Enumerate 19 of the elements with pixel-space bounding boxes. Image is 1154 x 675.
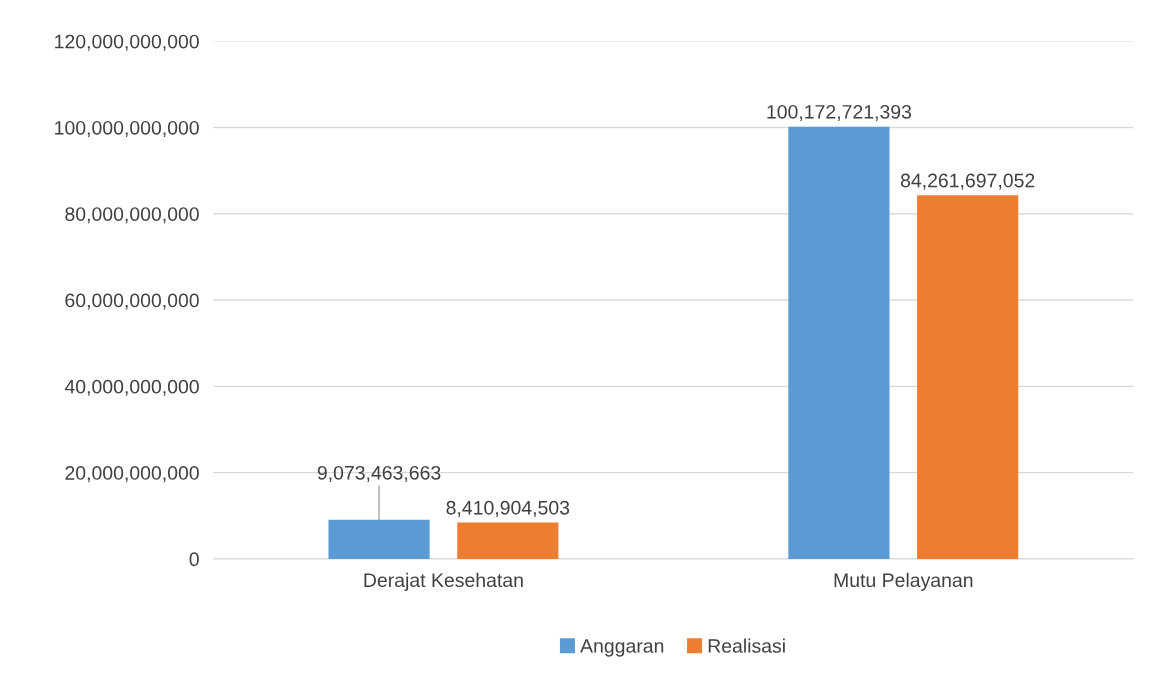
legend-label: Anggaran: [580, 639, 664, 657]
y-tick-label: 120,000,000,000: [55, 34, 199, 51]
y-tick-label: 20,000,000,000: [65, 466, 199, 483]
x-tick-label: Derajat Kesehatan: [364, 572, 523, 591]
bar: [457, 522, 559, 559]
data-label: 100,172,721,393: [767, 104, 912, 122]
data-label: 9,073,463,663: [317, 465, 441, 482]
bar: [917, 195, 1019, 559]
y-tick-label: 60,000,000,000: [65, 293, 199, 310]
bar: [788, 126, 890, 559]
y-tick-label: 40,000,000,000: [64, 379, 199, 396]
y-tick-label: 100,000,000,000: [55, 120, 199, 137]
data-label: 8,410,904,503: [446, 500, 570, 517]
bar: [328, 519, 430, 559]
legend-label: Realisasi: [708, 638, 785, 653]
x-tick-label: Mutu Pelayanan: [834, 572, 973, 591]
y-tick-label: 80,000,000,000: [65, 207, 199, 224]
data-label: 84,261,697,052: [900, 173, 1035, 190]
y-tick-label: 0: [189, 552, 199, 567]
